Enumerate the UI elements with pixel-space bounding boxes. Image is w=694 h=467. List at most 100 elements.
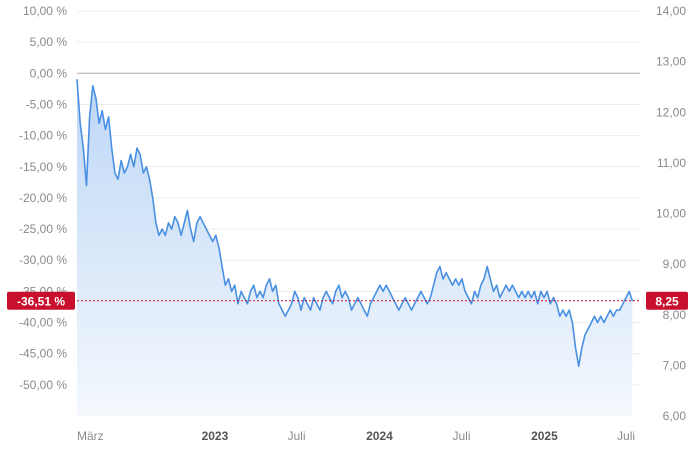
data-point — [382, 290, 384, 292]
data-point — [237, 303, 239, 305]
data-point — [221, 265, 223, 268]
data-point — [161, 228, 163, 230]
data-point — [619, 309, 621, 311]
data-point — [533, 290, 536, 292]
data-point — [445, 272, 447, 274]
data-point — [297, 297, 299, 299]
data-point — [622, 303, 624, 305]
right-tick-label: 10,00 — [656, 207, 686, 221]
data-point — [328, 297, 330, 299]
data-point — [193, 240, 195, 243]
data-point — [518, 297, 520, 299]
data-point — [136, 147, 138, 149]
current-price-badge — [646, 291, 688, 310]
data-point — [98, 122, 100, 124]
data-point — [313, 297, 315, 299]
data-point — [82, 147, 84, 149]
left-tick-label: -15,00 % — [19, 160, 67, 174]
data-point — [631, 300, 633, 302]
data-point — [149, 178, 151, 180]
data-point — [492, 290, 495, 292]
left-tick-label: -5,00 % — [26, 97, 68, 111]
data-point — [79, 122, 81, 124]
data-point — [95, 97, 97, 99]
current-value-badges: -36,51 % 8,25 — [7, 291, 688, 310]
data-point — [571, 321, 574, 324]
data-point — [410, 309, 413, 311]
data-point — [426, 303, 428, 305]
data-point — [155, 222, 157, 224]
data-point — [511, 284, 513, 286]
data-point — [202, 222, 204, 224]
data-point — [609, 309, 611, 311]
data-point — [92, 85, 94, 87]
data-point — [401, 303, 403, 305]
right-tick-label: 14,00 — [656, 4, 686, 18]
data-point — [436, 272, 438, 274]
x-tick-label: 2025 — [531, 429, 558, 443]
data-point — [606, 315, 608, 317]
data-point — [180, 234, 182, 236]
data-point — [552, 297, 555, 299]
data-point — [319, 309, 321, 311]
right-tick-label: 7,00 — [663, 358, 687, 372]
data-point — [467, 297, 469, 299]
data-point — [205, 228, 207, 230]
data-point — [486, 265, 488, 268]
data-point — [218, 247, 220, 249]
data-point — [259, 290, 261, 292]
left-tick-label: -50,00 % — [19, 378, 67, 392]
data-point — [272, 290, 274, 292]
data-point — [309, 309, 312, 311]
data-point — [600, 315, 602, 317]
data-point — [414, 303, 416, 305]
x-tick-label: Juli — [452, 429, 470, 443]
data-point — [385, 284, 387, 286]
data-point — [249, 290, 252, 292]
data-point — [224, 284, 226, 286]
data-point — [527, 290, 529, 292]
data-point — [243, 297, 245, 299]
data-point — [590, 321, 592, 324]
data-point — [537, 303, 539, 305]
data-point — [291, 303, 293, 305]
data-point — [335, 290, 337, 292]
data-point — [341, 297, 343, 299]
data-point — [562, 309, 564, 311]
data-point — [451, 284, 454, 286]
data-point — [215, 234, 217, 236]
current-price-label: 8,25 — [655, 294, 679, 308]
data-point — [284, 315, 286, 317]
data-point — [578, 365, 580, 367]
data-point — [256, 297, 258, 299]
data-point — [171, 228, 173, 230]
left-tick-label: 0,00 % — [30, 66, 68, 80]
data-point — [429, 297, 431, 299]
x-tick-label: 2024 — [366, 429, 393, 443]
data-point — [186, 209, 188, 211]
data-point — [167, 222, 170, 224]
data-point — [366, 315, 368, 317]
x-tick-label: März — [77, 429, 104, 443]
series-area — [77, 73, 633, 417]
data-point — [360, 303, 362, 305]
data-point — [461, 278, 463, 280]
data-point — [275, 284, 277, 286]
data-point — [391, 297, 394, 299]
data-point — [306, 303, 308, 305]
data-point — [448, 278, 450, 280]
x-tick-label: 2023 — [202, 429, 229, 443]
data-point — [574, 346, 577, 349]
data-point — [126, 166, 129, 168]
current-percent-label: -36,51 % — [17, 294, 65, 308]
data-point — [549, 303, 551, 305]
left-tick-label: 5,00 % — [30, 35, 68, 49]
x-axis: März 2023 Juli 2024 Juli 2025 Juli — [77, 429, 635, 443]
data-point — [300, 309, 302, 311]
data-point — [477, 297, 479, 299]
data-point — [101, 110, 103, 112]
data-point — [543, 297, 545, 299]
data-point — [294, 290, 296, 292]
data-point — [199, 216, 201, 218]
data-point — [145, 166, 147, 168]
